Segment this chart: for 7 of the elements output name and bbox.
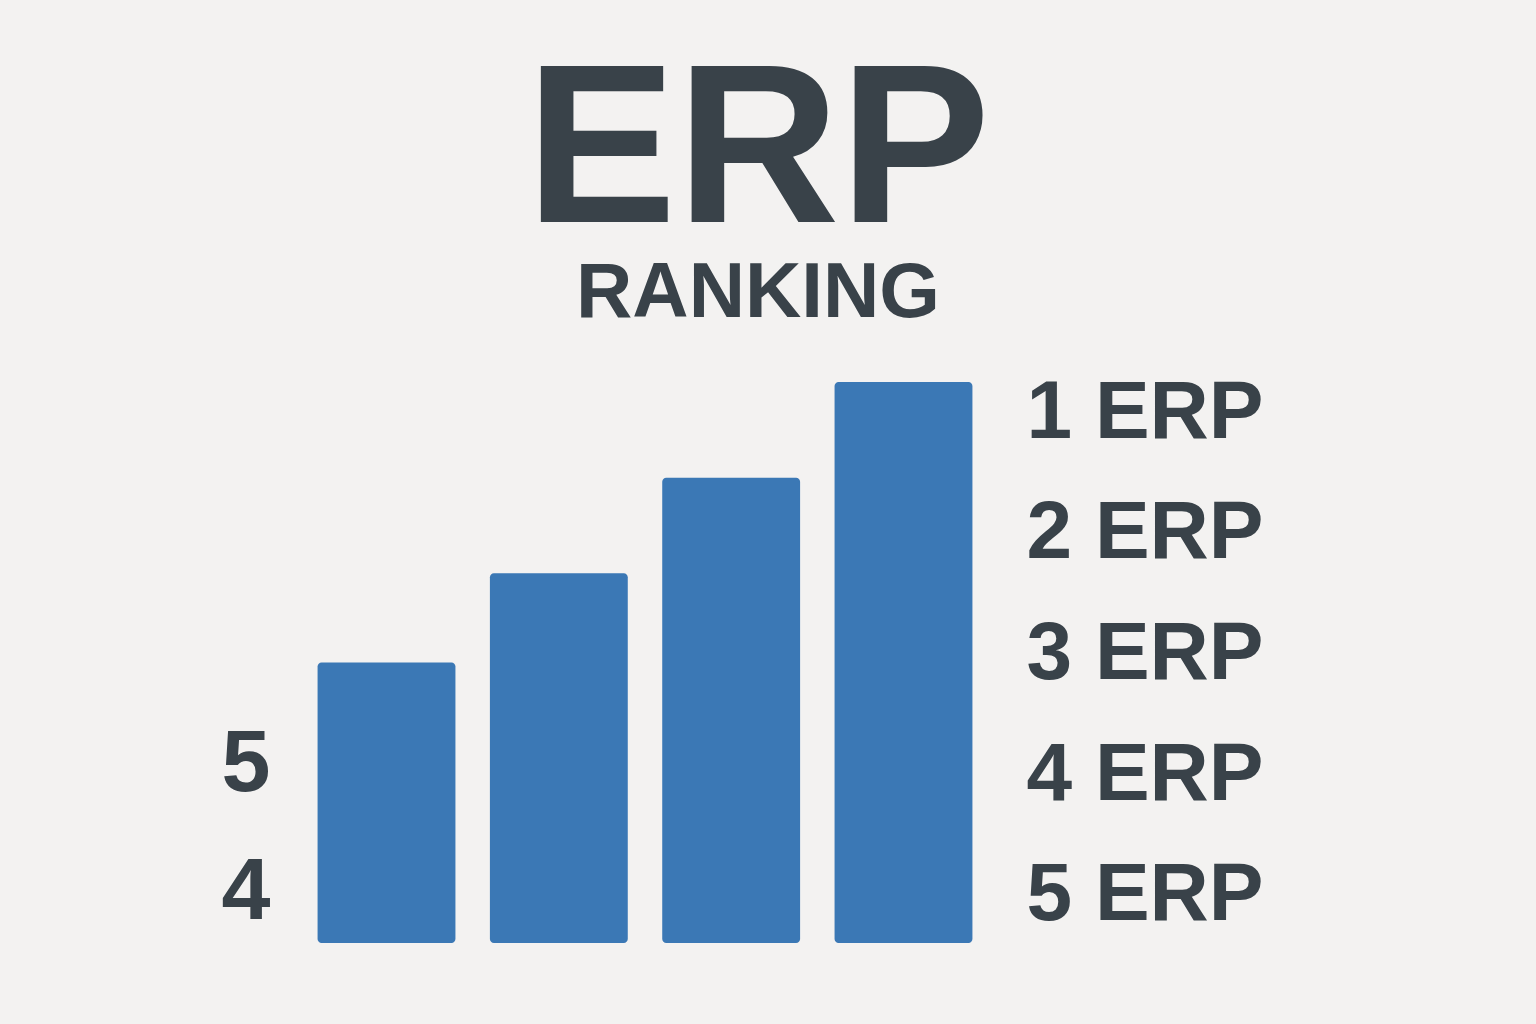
- y2-tick-label: 3 ERP: [1026, 604, 1264, 696]
- y-tick-label: 4: [221, 838, 271, 938]
- y2-tick-label: 1 ERP: [1026, 363, 1264, 455]
- y2-tick-label: 4 ERP: [1026, 725, 1264, 817]
- y-tick-label: 5: [221, 711, 271, 810]
- y2-tick-label: 5 ERP: [1026, 846, 1264, 938]
- y2-tick-label: 2 ERP: [1026, 484, 1264, 576]
